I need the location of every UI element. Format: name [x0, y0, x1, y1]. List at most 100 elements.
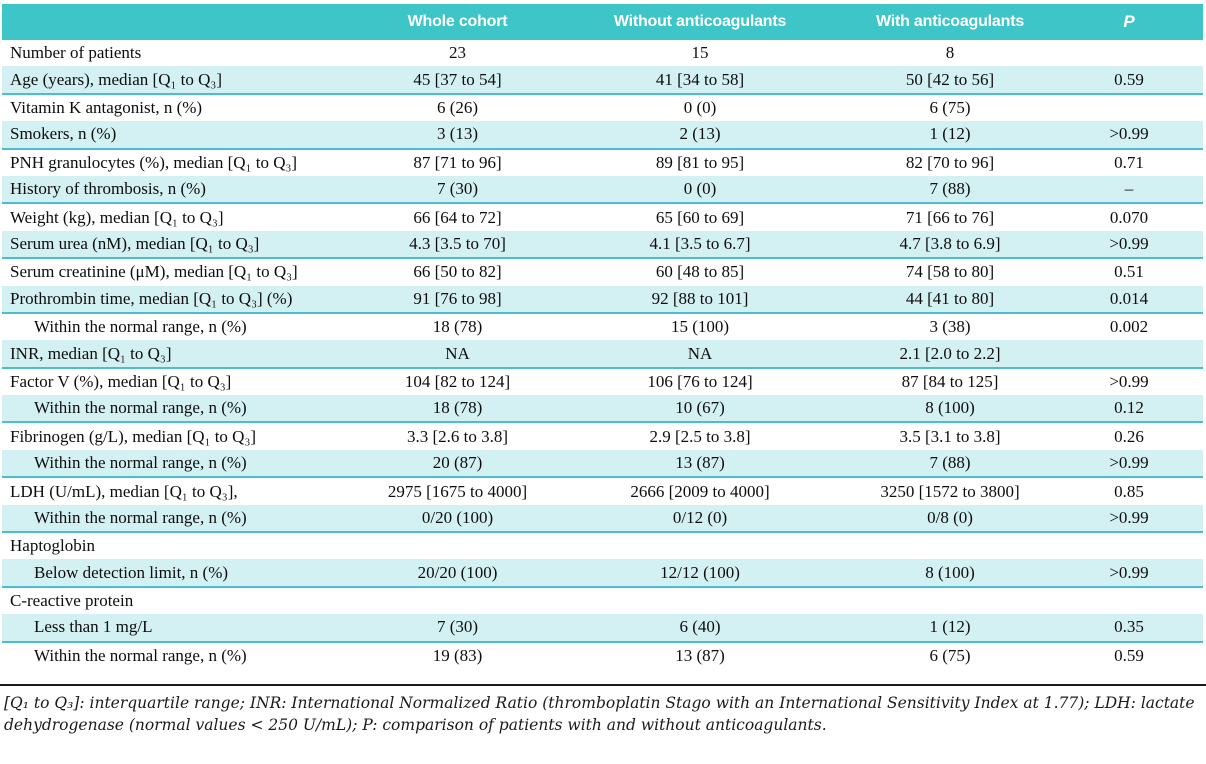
value-cell: >0.99: [1055, 230, 1203, 260]
value-cell: 0.71: [1114, 152, 1144, 172]
value-cell: 87 [71 to 96]: [413, 152, 502, 172]
row-label: Prothrombin time, median [Q₁ to Q₃] (%): [2, 285, 360, 314]
value-cell: 4.7 [3.8 to 6.9]: [845, 230, 1055, 260]
value-cell: >0.99: [1055, 449, 1203, 479]
value-cell: 4.3 [3.5 to 70]: [360, 230, 555, 260]
value-cell: 6 (40): [555, 614, 845, 643]
row-label: Number of patients: [10, 43, 142, 63]
value-cell: [1055, 587, 1203, 614]
value-cell: [1055, 532, 1203, 559]
row-label: Weight (kg), median [Q₁ to Q₃]: [10, 207, 224, 227]
value-cell: 50 [42 to 56]: [845, 66, 1055, 95]
table-row: Serum urea (nM), median [Q₁ to Q₃] 4.3 [3…: [2, 230, 1203, 260]
value-cell: 8 (100): [845, 559, 1055, 588]
table-row: Below detection limit, n (%) 20/20 (100) 1…: [2, 559, 1203, 588]
value-cell: 15 (100): [670, 317, 730, 337]
table-row: Prothrombin time, median [Q₁ to Q₃] (%) 9…: [2, 285, 1203, 314]
value-cell: [360, 532, 555, 559]
table-row: Within the normal range, n (%) 18 (78) 10 …: [2, 395, 1203, 424]
value-cell: 1 (12): [845, 121, 1055, 150]
value-cell: 45 [37 to 54]: [360, 66, 555, 95]
value-cell: 7 (30): [360, 175, 555, 205]
table-row: Serum creatinine (μM), median [Q₁ to Q₃]…: [2, 258, 1203, 285]
row-label: Fibrinogen (g/L), median [Q₁ to Q₃]: [10, 426, 257, 446]
value-cell: 6 (75): [929, 645, 971, 665]
value-cell: 2 (13): [555, 121, 845, 150]
header-row: Whole cohort Without anticoagulants With…: [2, 4, 1203, 40]
value-cell: 6 (75): [929, 98, 971, 118]
value-cell: [360, 587, 555, 614]
table-row: C-reactive protein: [2, 587, 1203, 614]
value-cell: 87 [84 to 125]: [901, 371, 999, 391]
value-cell: 0 (0): [683, 98, 717, 118]
value-cell: 8 (100): [845, 395, 1055, 424]
value-cell: 0.59: [1055, 66, 1203, 95]
value-cell: 44 [41 to 80]: [845, 285, 1055, 314]
table-row: Less than 1 mg/L 7 (30) 6 (40) 1 (12) 0.35: [2, 614, 1203, 643]
value-cell: NA: [555, 340, 845, 369]
row-label: Within the normal range, n (%): [34, 645, 247, 665]
value-cell: 65 [60 to 69]: [655, 207, 745, 227]
header-cell-whole-cohort: Whole cohort: [360, 4, 555, 40]
row-label: Serum urea (nM), median [Q₁ to Q₃]: [2, 230, 360, 260]
value-cell: [845, 532, 1055, 559]
table-header: Whole cohort Without anticoagulants With…: [2, 4, 1203, 40]
value-cell: 0/12 (0): [555, 504, 845, 534]
value-cell: 0.51: [1114, 262, 1144, 282]
value-cell: 89 [81 to 95]: [655, 152, 745, 172]
table-bottom-rule: [0, 683, 1206, 686]
table-row: Within the normal range, n (%) 20 (87) 13 …: [2, 449, 1203, 479]
value-cell: [1055, 40, 1203, 66]
value-cell: 23: [449, 43, 466, 63]
value-cell: 0.85: [1114, 481, 1144, 501]
table-row: Within the normal range, n (%) 0/20 (100)…: [2, 504, 1203, 534]
table-row: Within the normal range, n (%) 18 (78) 15 …: [2, 313, 1203, 340]
value-cell: 3.5 [3.1 to 3.8]: [899, 426, 1001, 446]
patient-characteristics-table: Whole cohort Without anticoagulants With…: [2, 4, 1203, 669]
value-cell: 3 (13): [360, 121, 555, 150]
value-cell: 2.9 [2.5 to 3.8]: [649, 426, 751, 446]
value-cell: [1055, 340, 1203, 369]
row-label: Vitamin K antagonist, n (%): [10, 98, 203, 118]
table-row: Age (years), median [Q₁ to Q₃] 45 [37 to …: [2, 66, 1203, 95]
value-cell: 7 (30): [360, 614, 555, 643]
row-label: Within the normal range, n (%): [2, 449, 360, 479]
value-cell: 15: [691, 43, 709, 63]
value-cell: 19 (83): [432, 645, 483, 665]
row-label: Factor V (%), median [Q₁ to Q₃]: [10, 371, 232, 391]
row-label: Below detection limit, n (%): [2, 559, 360, 588]
row-label: Within the normal range, n (%): [34, 317, 247, 337]
value-cell: [555, 532, 845, 559]
value-cell: 18 (78): [360, 395, 555, 424]
table-row: INR, median [Q₁ to Q₃] NA NA 2.1 [2.0 to 2.…: [2, 340, 1203, 369]
table-row: PNH granulocytes (%), median [Q₁ to Q₃] 8…: [2, 149, 1203, 176]
value-cell: 0/20 (100): [360, 504, 555, 534]
value-cell: [1055, 94, 1203, 121]
row-label: Serum creatinine (μM), median [Q₁ to Q₃]: [10, 262, 298, 282]
row-label: Age (years), median [Q₁ to Q₃]: [2, 66, 360, 95]
table-row: Within the normal range, n (%) 19 (83) 13 …: [2, 642, 1203, 669]
table-footnote: [Q₁ to Q₃]: interquartile range; INR: In…: [4, 693, 1195, 735]
table-row: History of thrombosis, n (%) 7 (30) 0 (0) 7…: [2, 175, 1203, 205]
value-cell: 20 (87): [360, 449, 555, 479]
value-cell: 2.1 [2.0 to 2.2]: [845, 340, 1055, 369]
value-cell: 66 [50 to 82]: [413, 262, 502, 282]
value-cell: 0.59: [1114, 645, 1144, 665]
value-cell: [845, 587, 1055, 614]
row-label: C-reactive protein: [10, 591, 134, 611]
value-cell: 18 (78): [432, 317, 483, 337]
value-cell: 106 [76 to 124]: [647, 371, 753, 391]
row-label: Within the normal range, n (%): [2, 395, 360, 424]
value-cell: 0.014: [1055, 285, 1203, 314]
value-cell: 41 [34 to 58]: [555, 66, 845, 95]
value-cell: 2666 [2009 to 4000]: [630, 481, 770, 501]
row-label: Within the normal range, n (%): [2, 504, 360, 534]
row-label: LDH (U/mL), median [Q₁ to Q₃],: [10, 481, 238, 501]
header-cell-with-anticoagulants: With anticoagulants: [845, 4, 1055, 40]
row-label: PNH granulocytes (%), median [Q₁ to Q₃]: [10, 152, 298, 172]
value-cell: 60 [48 to 85]: [655, 262, 745, 282]
table-row: Haptoglobin: [2, 532, 1203, 559]
value-cell: 0.12: [1055, 395, 1203, 424]
table-body: Number of patients 23 15 8 Age (years), medi…: [2, 40, 1203, 669]
